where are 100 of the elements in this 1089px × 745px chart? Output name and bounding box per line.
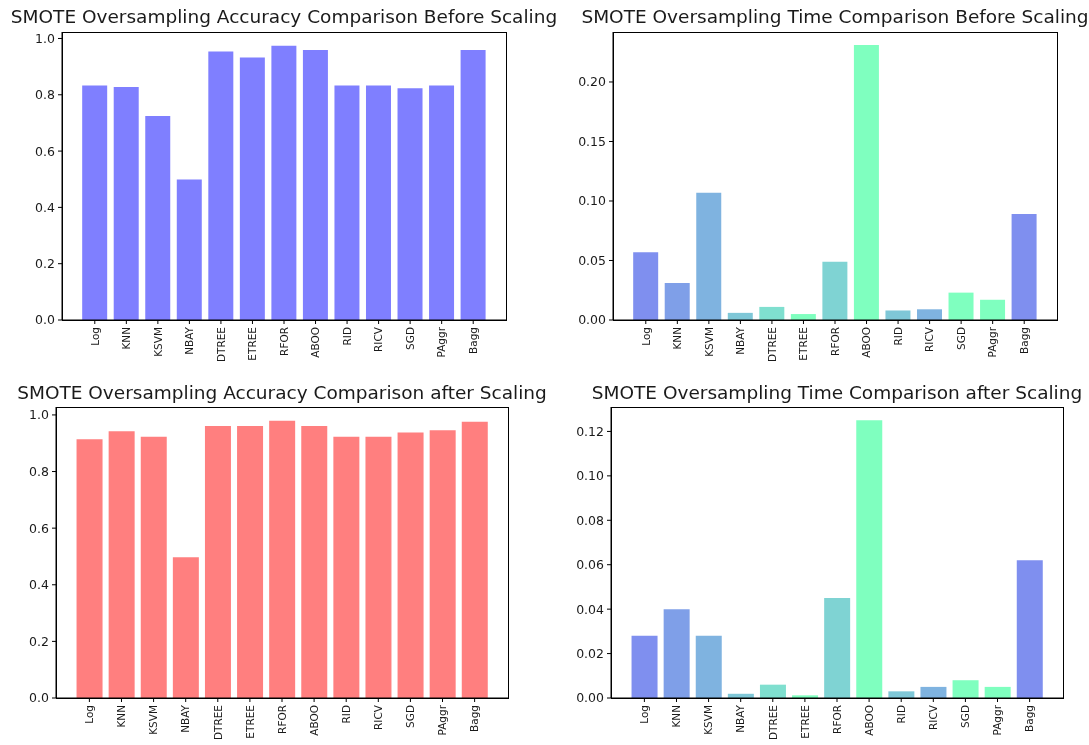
bar [853, 45, 879, 320]
bar [824, 598, 851, 698]
x-tick-label: KNN [120, 327, 133, 350]
y-tick-label: 0.15 [578, 133, 606, 149]
x-tick-label: RICV [372, 704, 385, 730]
y-tick-label: 0.8 [29, 463, 50, 479]
y-tick-label: 0.2 [29, 633, 49, 649]
bar [631, 635, 658, 698]
bar [696, 192, 722, 320]
bar [172, 557, 199, 698]
x-tick-label: Bagg [468, 705, 481, 732]
bar [334, 85, 360, 320]
bar [82, 85, 108, 320]
y-tick-label: 0.0 [29, 690, 50, 706]
bar [140, 436, 167, 698]
bar [301, 425, 328, 698]
y-tick-label: 0.20 [578, 74, 607, 90]
x-tick-label: KSVM [151, 327, 164, 357]
bar [429, 85, 455, 320]
x-tick-label: RFOR [277, 327, 290, 356]
chart-title: SMOTE Oversampling Time Comparison Before Scaling [581, 6, 1089, 27]
x-tick-label: PAggr [435, 326, 448, 358]
x-tick-label: SGD [954, 327, 967, 350]
x-tick-label: KSVM [702, 705, 715, 735]
x-tick-label: Bagg [466, 327, 479, 354]
x-tick-label: PAggr [436, 704, 449, 736]
x-tick-label: RFOR [830, 705, 843, 734]
x-tick-label: ABOO [309, 327, 322, 358]
bar [176, 179, 202, 320]
y-tick-label: 0.04 [576, 601, 605, 617]
chart-title: SMOTE Oversampling Accuracy Comparison Before Scaling [10, 6, 558, 27]
x-tick-label: RID [340, 327, 353, 346]
x-tick-label: ETREE [797, 327, 810, 361]
bar [204, 425, 231, 698]
x-tick-label: DTREE [765, 327, 778, 363]
x-tick-label: Log [639, 327, 652, 346]
bar [108, 431, 135, 698]
bar [759, 684, 786, 698]
bar [365, 436, 392, 698]
x-tick-label: KSVM [147, 705, 160, 735]
x-tick-label: ETREE [798, 705, 811, 739]
bar [145, 115, 171, 320]
bar [984, 686, 1011, 698]
x-tick-label: DTREE [214, 327, 227, 363]
x-tick-label: SGD [404, 705, 417, 728]
x-tick-label: RID [894, 705, 907, 724]
x-tick-label: KNN [671, 327, 684, 350]
chart-title: SMOTE Oversampling Time Comparison after Scaling [591, 382, 1083, 403]
bar [429, 430, 456, 698]
y-tick-label: 0.0 [35, 312, 56, 328]
y-tick-label: 1.0 [29, 407, 50, 423]
x-tick-label: DTREE [766, 705, 779, 741]
bar [397, 432, 424, 698]
bar [461, 421, 488, 698]
bar [856, 420, 883, 698]
x-tick-label: ABOO [307, 705, 320, 736]
x-tick-label: Log [638, 705, 651, 724]
y-tick-label: 0.05 [578, 252, 606, 268]
y-tick-label: 0.12 [576, 423, 604, 439]
bar [239, 57, 265, 320]
x-tick-label: NBAY [734, 326, 747, 355]
x-tick-label: PAggr [986, 326, 999, 358]
bar [302, 50, 328, 320]
x-tick-label: Bagg [1023, 705, 1036, 732]
x-tick-label: NBAY [734, 704, 747, 733]
y-tick-label: 0.00 [576, 690, 605, 706]
x-tick-label: Log [88, 327, 101, 346]
x-tick-label: RFOR [828, 327, 841, 356]
bar [822, 261, 848, 320]
bar [663, 609, 690, 698]
x-tick-label: RID [339, 705, 352, 724]
y-tick-label: 0.6 [29, 520, 50, 536]
x-tick-label: KNN [670, 705, 683, 728]
y-tick-label: 0.4 [35, 199, 56, 215]
bar [237, 425, 264, 698]
bar [885, 310, 911, 320]
x-tick-label: ETREE [246, 327, 259, 361]
y-tick-label: 0.6 [35, 143, 56, 159]
y-tick-label: 0.8 [35, 87, 56, 103]
x-tick-label: ABOO [860, 327, 873, 358]
x-tick-label: PAggr [991, 704, 1004, 736]
bar [664, 283, 690, 320]
x-tick-label: KNN [115, 705, 128, 728]
bar [633, 252, 659, 320]
bar [952, 680, 979, 698]
bar [365, 85, 391, 320]
bar [980, 299, 1006, 320]
x-tick-label: DTREE [211, 705, 224, 741]
bar [888, 691, 915, 698]
y-tick-label: 0.2 [35, 256, 55, 272]
y-tick-label: 0.10 [578, 193, 607, 209]
bar [1011, 214, 1037, 320]
x-tick-label: SGD [403, 327, 416, 350]
y-tick-label: 1.0 [35, 30, 56, 46]
y-tick-label: 0.02 [576, 646, 604, 662]
bar [208, 51, 234, 320]
x-tick-label: Bagg [1017, 327, 1030, 354]
y-tick-label: 0.00 [578, 312, 607, 328]
bar [916, 309, 942, 320]
x-tick-label: RID [891, 327, 904, 346]
